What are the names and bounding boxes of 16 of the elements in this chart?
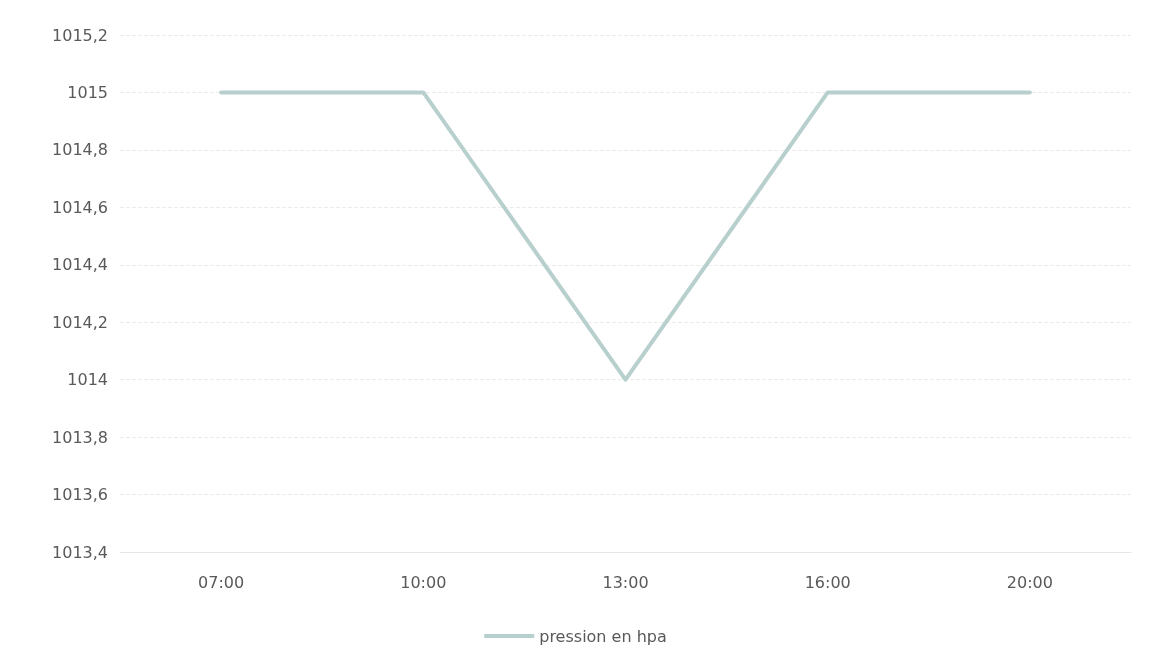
y-tick-label: 1014,8 [52,140,108,160]
x-tick-label: 20:00 [1006,572,1053,592]
y-tick-label: 1014,2 [52,312,108,332]
x-tick-label: 13:00 [602,572,649,592]
y-tick-label: 1013,8 [52,427,108,447]
y-tick-label: 1015 [67,82,108,102]
y-tick-label: 1014 [67,370,108,390]
y-tick-label: 1013,6 [52,485,108,505]
x-tick-label: 16:00 [804,572,851,592]
x-tick-label: 10:00 [400,572,447,592]
y-tick-label: 1013,4 [52,542,108,562]
x-tick-label: 07:00 [198,572,245,592]
legend-label: pression en hpa [539,626,667,646]
y-tick-label: 1015,2 [52,25,108,45]
y-tick-label: 1014,6 [52,197,108,217]
y-tick-label: 1014,4 [52,255,108,275]
